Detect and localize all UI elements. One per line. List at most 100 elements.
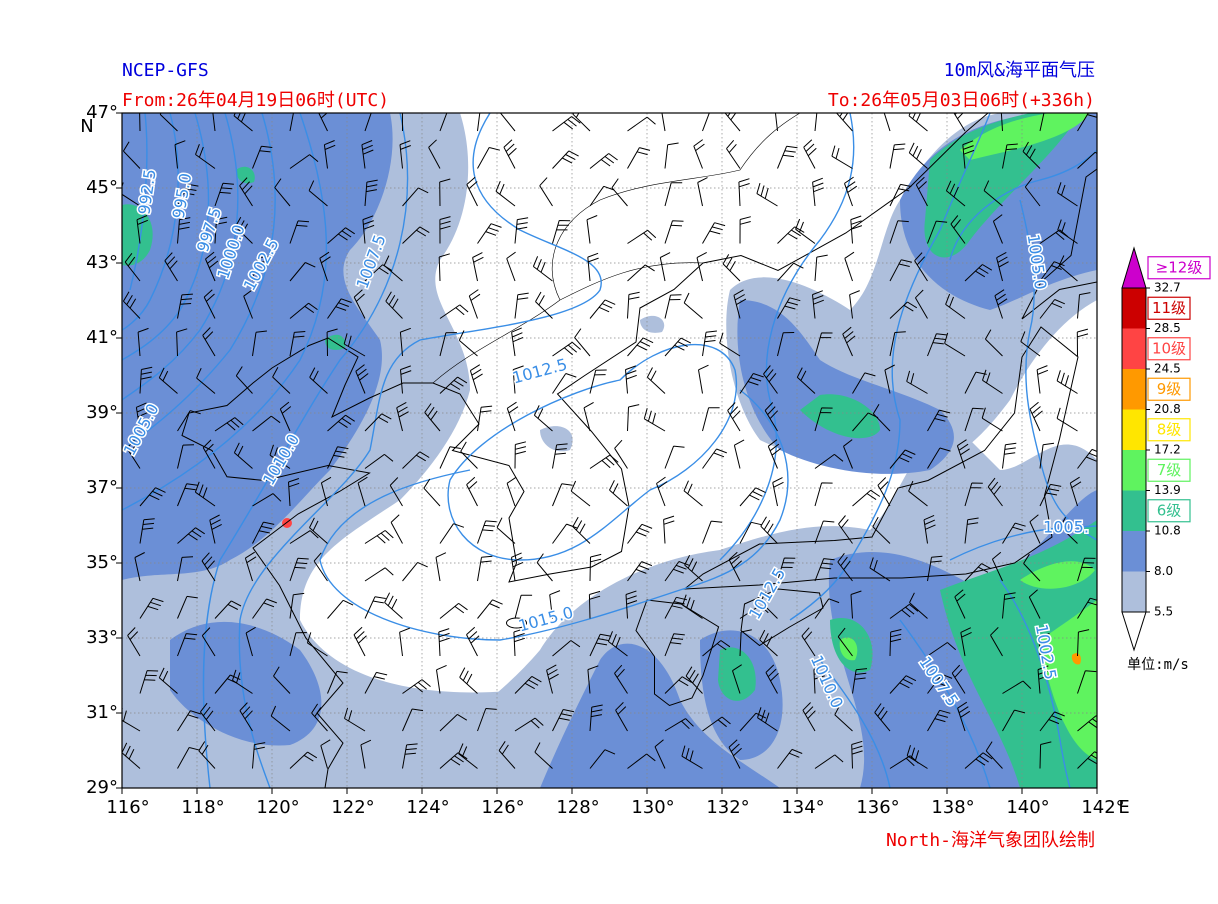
- wind-barb: [681, 745, 703, 769]
- wind-barb: [702, 407, 720, 432]
- wind-barb: [139, 597, 164, 619]
- wind-barb: [777, 748, 803, 769]
- wind-barb: [728, 551, 743, 582]
- wind-barb: [627, 337, 654, 357]
- wind-barb: [177, 595, 198, 619]
- wind-barb: [851, 740, 863, 769]
- wind-barb: [589, 369, 607, 394]
- wind-barb: [552, 341, 581, 357]
- wind-barb: [915, 176, 928, 207]
- wind-barb: [1002, 143, 1018, 169]
- wind-barb: [654, 739, 666, 769]
- wind-barb: [685, 666, 703, 694]
- x-tick-label: 122°: [331, 797, 374, 818]
- coastline-kyushu: [635, 599, 720, 707]
- wind-barb: [232, 669, 253, 694]
- wind-barb: [991, 551, 1003, 582]
- wind-barb: [984, 329, 1003, 357]
- wind-barb: [532, 256, 553, 282]
- wind-barb: [309, 367, 328, 394]
- wind-barb: [1029, 514, 1041, 544]
- x-tick-label: 124°: [406, 797, 449, 818]
- wind-barb: [1020, 331, 1041, 357]
- wind-barb: [235, 366, 253, 394]
- wind-barb: [1057, 219, 1078, 244]
- colorbar-bin: [1122, 288, 1146, 329]
- wind-barb: [954, 589, 966, 619]
- wind-barb: [950, 215, 966, 244]
- wind-barb: [796, 367, 816, 394]
- wind-barb: [945, 293, 966, 319]
- wind-barb: [214, 417, 244, 432]
- wind-barb: [196, 367, 216, 394]
- wind-barb: [552, 709, 575, 732]
- isobar: [819, 659, 891, 788]
- wind-barb: [472, 252, 484, 282]
- wind-barb: [400, 365, 412, 394]
- wind-barb: [983, 180, 1003, 207]
- wind-barb: [233, 442, 253, 469]
- wind-barb: [850, 590, 862, 619]
- wind-barb: [384, 592, 403, 619]
- wind-barb: [702, 640, 731, 657]
- wind-barb: [960, 627, 972, 657]
- wind-barb: [611, 178, 628, 207]
- wind-barb: [1056, 407, 1078, 432]
- wind-barb: [739, 216, 751, 244]
- wind-barb: [625, 365, 637, 394]
- wind-shading: [122, 113, 1097, 788]
- wind-barb: [994, 289, 1008, 319]
- borders: [432, 113, 801, 384]
- wind-barb: [177, 410, 201, 432]
- wind-barb: [664, 676, 692, 694]
- wind-barb: [252, 145, 273, 169]
- wind-barb: [435, 552, 447, 582]
- wind-barb: [733, 439, 745, 469]
- wind-barb: [814, 113, 818, 132]
- colorbar-bin: [1122, 409, 1146, 450]
- wind-barb: [269, 444, 291, 469]
- wind-barb: [1038, 628, 1050, 657]
- wind-barb: [122, 291, 141, 319]
- wind-barb: [503, 139, 517, 169]
- wind-barb: [1056, 370, 1078, 394]
- colorbar-level: 32.7: [1154, 281, 1181, 295]
- wind-barb: [194, 481, 216, 507]
- title: 10m风&海平面气压: [944, 60, 1095, 81]
- wind-barb: [401, 113, 403, 132]
- wind-barb: [759, 629, 778, 657]
- wind-barb: [326, 328, 338, 357]
- wind-barb: [214, 600, 242, 619]
- wind-barb: [908, 113, 928, 132]
- wind-barb: [506, 251, 516, 282]
- wind-barb: [139, 487, 166, 507]
- wind-barb: [927, 333, 948, 357]
- wind-barb: [1039, 483, 1062, 507]
- class-box: [1147, 499, 1191, 523]
- wind-barb: [234, 216, 253, 244]
- wind-barb: [889, 675, 917, 694]
- wind-barb: [279, 401, 292, 432]
- colorbar-level: 10.8: [1154, 524, 1181, 538]
- wind-barb: [477, 223, 502, 244]
- wind-barb: [738, 178, 750, 207]
- class-box: [1147, 377, 1191, 401]
- wind-barb: [468, 289, 481, 319]
- y-tick-label: 47°: [86, 102, 118, 123]
- x-tick-label: 116°: [106, 797, 149, 818]
- wind-barb: [587, 252, 599, 282]
- wind-barb: [964, 407, 984, 432]
- class-box: [1147, 256, 1211, 280]
- isobar: [238, 113, 602, 788]
- wind-barb: [889, 301, 918, 319]
- wind-barb: [698, 364, 709, 394]
- class-box: [1147, 296, 1191, 320]
- wind-barb: [1002, 522, 1026, 544]
- source: NCEP-GFS: [122, 60, 209, 81]
- wind-barb: [1077, 292, 1091, 319]
- wind-barb: [402, 743, 418, 769]
- wind-barb: [252, 415, 281, 432]
- wind-barb: [177, 483, 198, 507]
- y-tick-label: 41°: [86, 327, 118, 348]
